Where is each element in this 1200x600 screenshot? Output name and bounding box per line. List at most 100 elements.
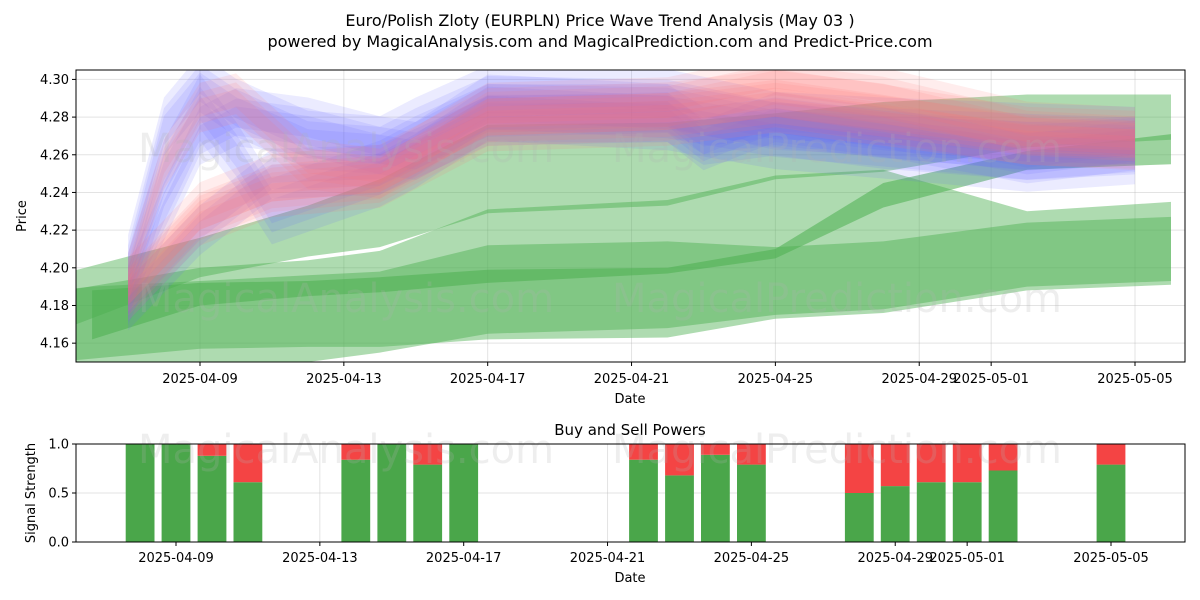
sell-bar — [988, 444, 1018, 471]
buy-bar — [844, 493, 874, 542]
blue-band — [128, 94, 1136, 315]
blue-band — [128, 72, 1136, 275]
signal-x-tick-label: 2025-05-05 — [1073, 551, 1149, 566]
signal-x-tick-label: 2025-04-29 — [857, 551, 933, 566]
buy-bar — [233, 482, 263, 542]
sell-bar — [916, 444, 946, 483]
green-band — [92, 134, 1172, 340]
signal-x-tick-label: 2025-05-01 — [929, 551, 1005, 566]
sell-bar — [413, 444, 443, 465]
buy-bar — [737, 464, 766, 542]
signal-y-ticks: 0.0 0.5 1.0 — [48, 438, 76, 551]
price-x-tick-label: 2025-04-29 — [881, 372, 957, 387]
price-plot-frame — [75, 69, 1186, 363]
blue-band — [128, 101, 1136, 322]
price-x-tick-label: 2025-04-13 — [306, 372, 382, 387]
buy-bar — [629, 459, 658, 542]
signal-y-tick-label: 0.0 — [48, 536, 69, 551]
sell-bar — [880, 444, 910, 487]
buy-bar — [125, 444, 155, 542]
signal-title: Buy and Sell Powers — [554, 421, 706, 439]
signal-x-tick-label: 2025-04-09 — [138, 551, 214, 566]
blue-band — [128, 74, 1136, 320]
price-x-tick-label: 2025-04-17 — [450, 372, 526, 387]
red-band — [128, 70, 1135, 294]
signal-x-tick-label: 2025-04-21 — [570, 551, 646, 566]
price-y-tick-label: 4.16 — [40, 337, 69, 352]
signal-x-ticks: 2025-04-09 2025-04-13 2025-04-17 2025-04-21… — [138, 542, 1149, 566]
price-x-tick-label: 2025-05-01 — [953, 372, 1029, 387]
watermark-top-right: MagicalPrediction.com — [612, 126, 1062, 172]
red-bands — [128, 70, 1136, 321]
buy-bar — [341, 459, 371, 542]
red-band — [128, 70, 1136, 287]
buy-bar — [701, 454, 730, 542]
buy-bar — [988, 470, 1018, 542]
buy-bar — [916, 482, 946, 542]
blue-band — [128, 70, 1135, 283]
watermark-top-left: MagicalAnalysis.com — [138, 126, 554, 172]
price-x-label: Date — [614, 392, 645, 407]
signal-x-tick-label: 2025-04-13 — [282, 551, 358, 566]
red-band — [128, 91, 1136, 312]
blue-band — [128, 92, 1136, 331]
watermark-mid-left: MagicalAnalysis.com — [138, 276, 554, 322]
watermark-bottom-left: MagicalAnalysis.com — [138, 427, 554, 473]
signal-y-label: Signal Strength — [24, 443, 39, 543]
sell-bar — [629, 444, 658, 460]
green-band — [76, 169, 1171, 361]
red-band — [128, 70, 1135, 303]
price-y-ticks: 4.16 4.18 4.20 4.22 4.24 4.26 4.28 4.30 — [40, 73, 76, 352]
sell-bar — [665, 444, 694, 476]
watermark-bottom-right: MagicalPrediction.com — [612, 427, 1062, 473]
green-band — [76, 216, 1171, 362]
price-y-tick-label: 4.20 — [40, 261, 69, 276]
sell-bar — [233, 444, 263, 483]
blue-band — [128, 84, 1136, 326]
signal-y-tick-label: 0.5 — [48, 487, 69, 502]
price-grid — [76, 70, 1185, 362]
buy-bar — [449, 444, 479, 542]
sell-bar — [197, 444, 227, 456]
price-panel: MagicalAnalysis.com MagicalPrediction.co… — [15, 69, 1186, 407]
sell-bar — [844, 444, 874, 493]
chart-title: Euro/Polish Zloty (EURPLN) Price Wave Tr… — [345, 11, 854, 30]
price-y-tick-label: 4.26 — [40, 148, 69, 163]
green-bands — [76, 94, 1172, 362]
buy-bar — [413, 464, 443, 542]
price-plot-area — [76, 70, 1185, 362]
signal-x-tick-label: 2025-04-25 — [714, 551, 790, 566]
price-y-tick-label: 4.18 — [40, 299, 69, 314]
sell-bar — [952, 444, 982, 483]
blue-band — [128, 86, 1136, 308]
price-x-tick-label: 2025-04-21 — [594, 372, 670, 387]
price-y-tick-label: 4.22 — [40, 224, 69, 239]
price-y-tick-label: 4.24 — [40, 186, 69, 201]
buy-bar — [952, 482, 982, 542]
signal-y-tick-label: 1.0 — [48, 438, 69, 453]
price-y-tick-label: 4.28 — [40, 111, 69, 126]
buy-bar — [377, 444, 407, 542]
price-x-ticks: 2025-04-09 2025-04-13 2025-04-17 2025-04-21… — [162, 362, 1173, 387]
blue-band — [128, 70, 1135, 294]
price-y-label: Price — [15, 200, 30, 232]
red-band — [128, 82, 1136, 321]
price-x-tick-label: 2025-05-05 — [1097, 372, 1173, 387]
sell-bar — [1096, 444, 1126, 465]
price-x-tick-label: 2025-04-25 — [738, 372, 814, 387]
sell-bar — [341, 444, 371, 460]
green-band — [76, 94, 1171, 325]
signal-panel: Buy and Sell Powers MagicalAnalysis.com … — [24, 421, 1186, 586]
signal-x-tick-label: 2025-04-17 — [426, 551, 502, 566]
buy-bar — [880, 486, 910, 542]
buy-bar — [1096, 464, 1126, 542]
red-band — [128, 79, 1136, 306]
blue-band — [128, 95, 1136, 299]
signal-x-label: Date — [614, 571, 645, 586]
watermark-mid-right: MagicalPrediction.com — [612, 276, 1062, 322]
blue-band — [128, 102, 1136, 307]
signal-bars — [125, 444, 1126, 542]
sell-bar — [737, 444, 766, 465]
buy-bar — [197, 455, 227, 542]
